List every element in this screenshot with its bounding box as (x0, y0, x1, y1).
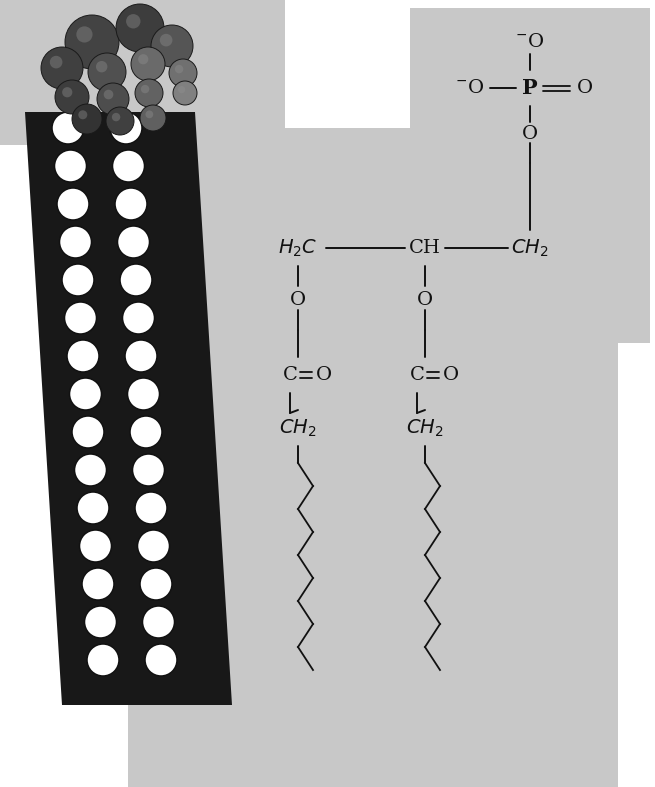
Circle shape (175, 65, 183, 73)
Text: CH: CH (409, 239, 441, 257)
Bar (0, 0, 285, 145)
Circle shape (117, 226, 149, 258)
Text: P: P (522, 78, 538, 98)
Text: $CH_2$: $CH_2$ (512, 238, 549, 259)
Text: O: O (522, 125, 538, 143)
Circle shape (96, 61, 107, 72)
Circle shape (79, 530, 111, 562)
Circle shape (62, 264, 94, 296)
Circle shape (140, 568, 172, 600)
Text: $^{-}$O: $^{-}$O (515, 33, 544, 51)
Circle shape (52, 112, 84, 144)
Circle shape (135, 79, 163, 107)
Circle shape (145, 110, 153, 118)
Polygon shape (25, 112, 232, 705)
Circle shape (169, 59, 197, 87)
Circle shape (138, 54, 148, 65)
Circle shape (69, 378, 102, 410)
Text: O: O (290, 291, 306, 309)
Circle shape (110, 112, 142, 144)
Circle shape (160, 34, 172, 46)
Circle shape (106, 107, 134, 135)
Circle shape (151, 25, 193, 67)
Circle shape (143, 606, 174, 638)
Circle shape (60, 226, 92, 258)
Circle shape (115, 188, 147, 220)
Circle shape (72, 416, 104, 448)
Circle shape (57, 188, 89, 220)
Circle shape (87, 644, 119, 676)
Text: $CH_2$: $CH_2$ (279, 417, 317, 438)
Circle shape (77, 492, 109, 524)
Bar (128, 128, 650, 343)
Circle shape (88, 53, 126, 91)
Circle shape (131, 47, 165, 81)
Text: O: O (443, 366, 459, 384)
Text: O: O (417, 291, 433, 309)
Circle shape (112, 113, 121, 121)
Circle shape (145, 644, 177, 676)
Circle shape (141, 85, 149, 94)
Text: $CH_2$: $CH_2$ (406, 417, 444, 438)
Bar (410, 8, 650, 173)
Circle shape (130, 416, 162, 448)
Circle shape (84, 606, 117, 638)
Circle shape (79, 110, 87, 120)
Text: C: C (409, 366, 424, 384)
Text: $^{-}$O: $^{-}$O (455, 79, 485, 97)
Circle shape (72, 104, 102, 134)
Circle shape (140, 105, 166, 131)
Text: O: O (577, 79, 593, 97)
Circle shape (75, 454, 107, 486)
Circle shape (97, 83, 129, 115)
Circle shape (173, 81, 197, 105)
Circle shape (62, 87, 72, 98)
Circle shape (82, 568, 114, 600)
Circle shape (113, 150, 145, 182)
Circle shape (64, 302, 96, 334)
Circle shape (135, 492, 167, 524)
Circle shape (116, 4, 164, 52)
Text: $H_2C$: $H_2C$ (278, 238, 318, 259)
Circle shape (54, 150, 86, 182)
Text: C: C (282, 366, 297, 384)
Bar (128, 338, 618, 787)
Circle shape (67, 340, 99, 372)
Circle shape (125, 340, 157, 372)
Circle shape (103, 90, 113, 99)
Circle shape (50, 56, 62, 68)
Circle shape (128, 378, 160, 410)
Circle shape (178, 86, 185, 93)
Circle shape (77, 26, 92, 42)
Circle shape (132, 454, 164, 486)
Circle shape (41, 47, 83, 89)
Circle shape (120, 264, 152, 296)
Circle shape (126, 14, 140, 28)
Circle shape (138, 530, 170, 562)
Circle shape (122, 302, 155, 334)
Circle shape (55, 80, 89, 114)
Circle shape (65, 15, 119, 69)
Text: O: O (316, 366, 332, 384)
